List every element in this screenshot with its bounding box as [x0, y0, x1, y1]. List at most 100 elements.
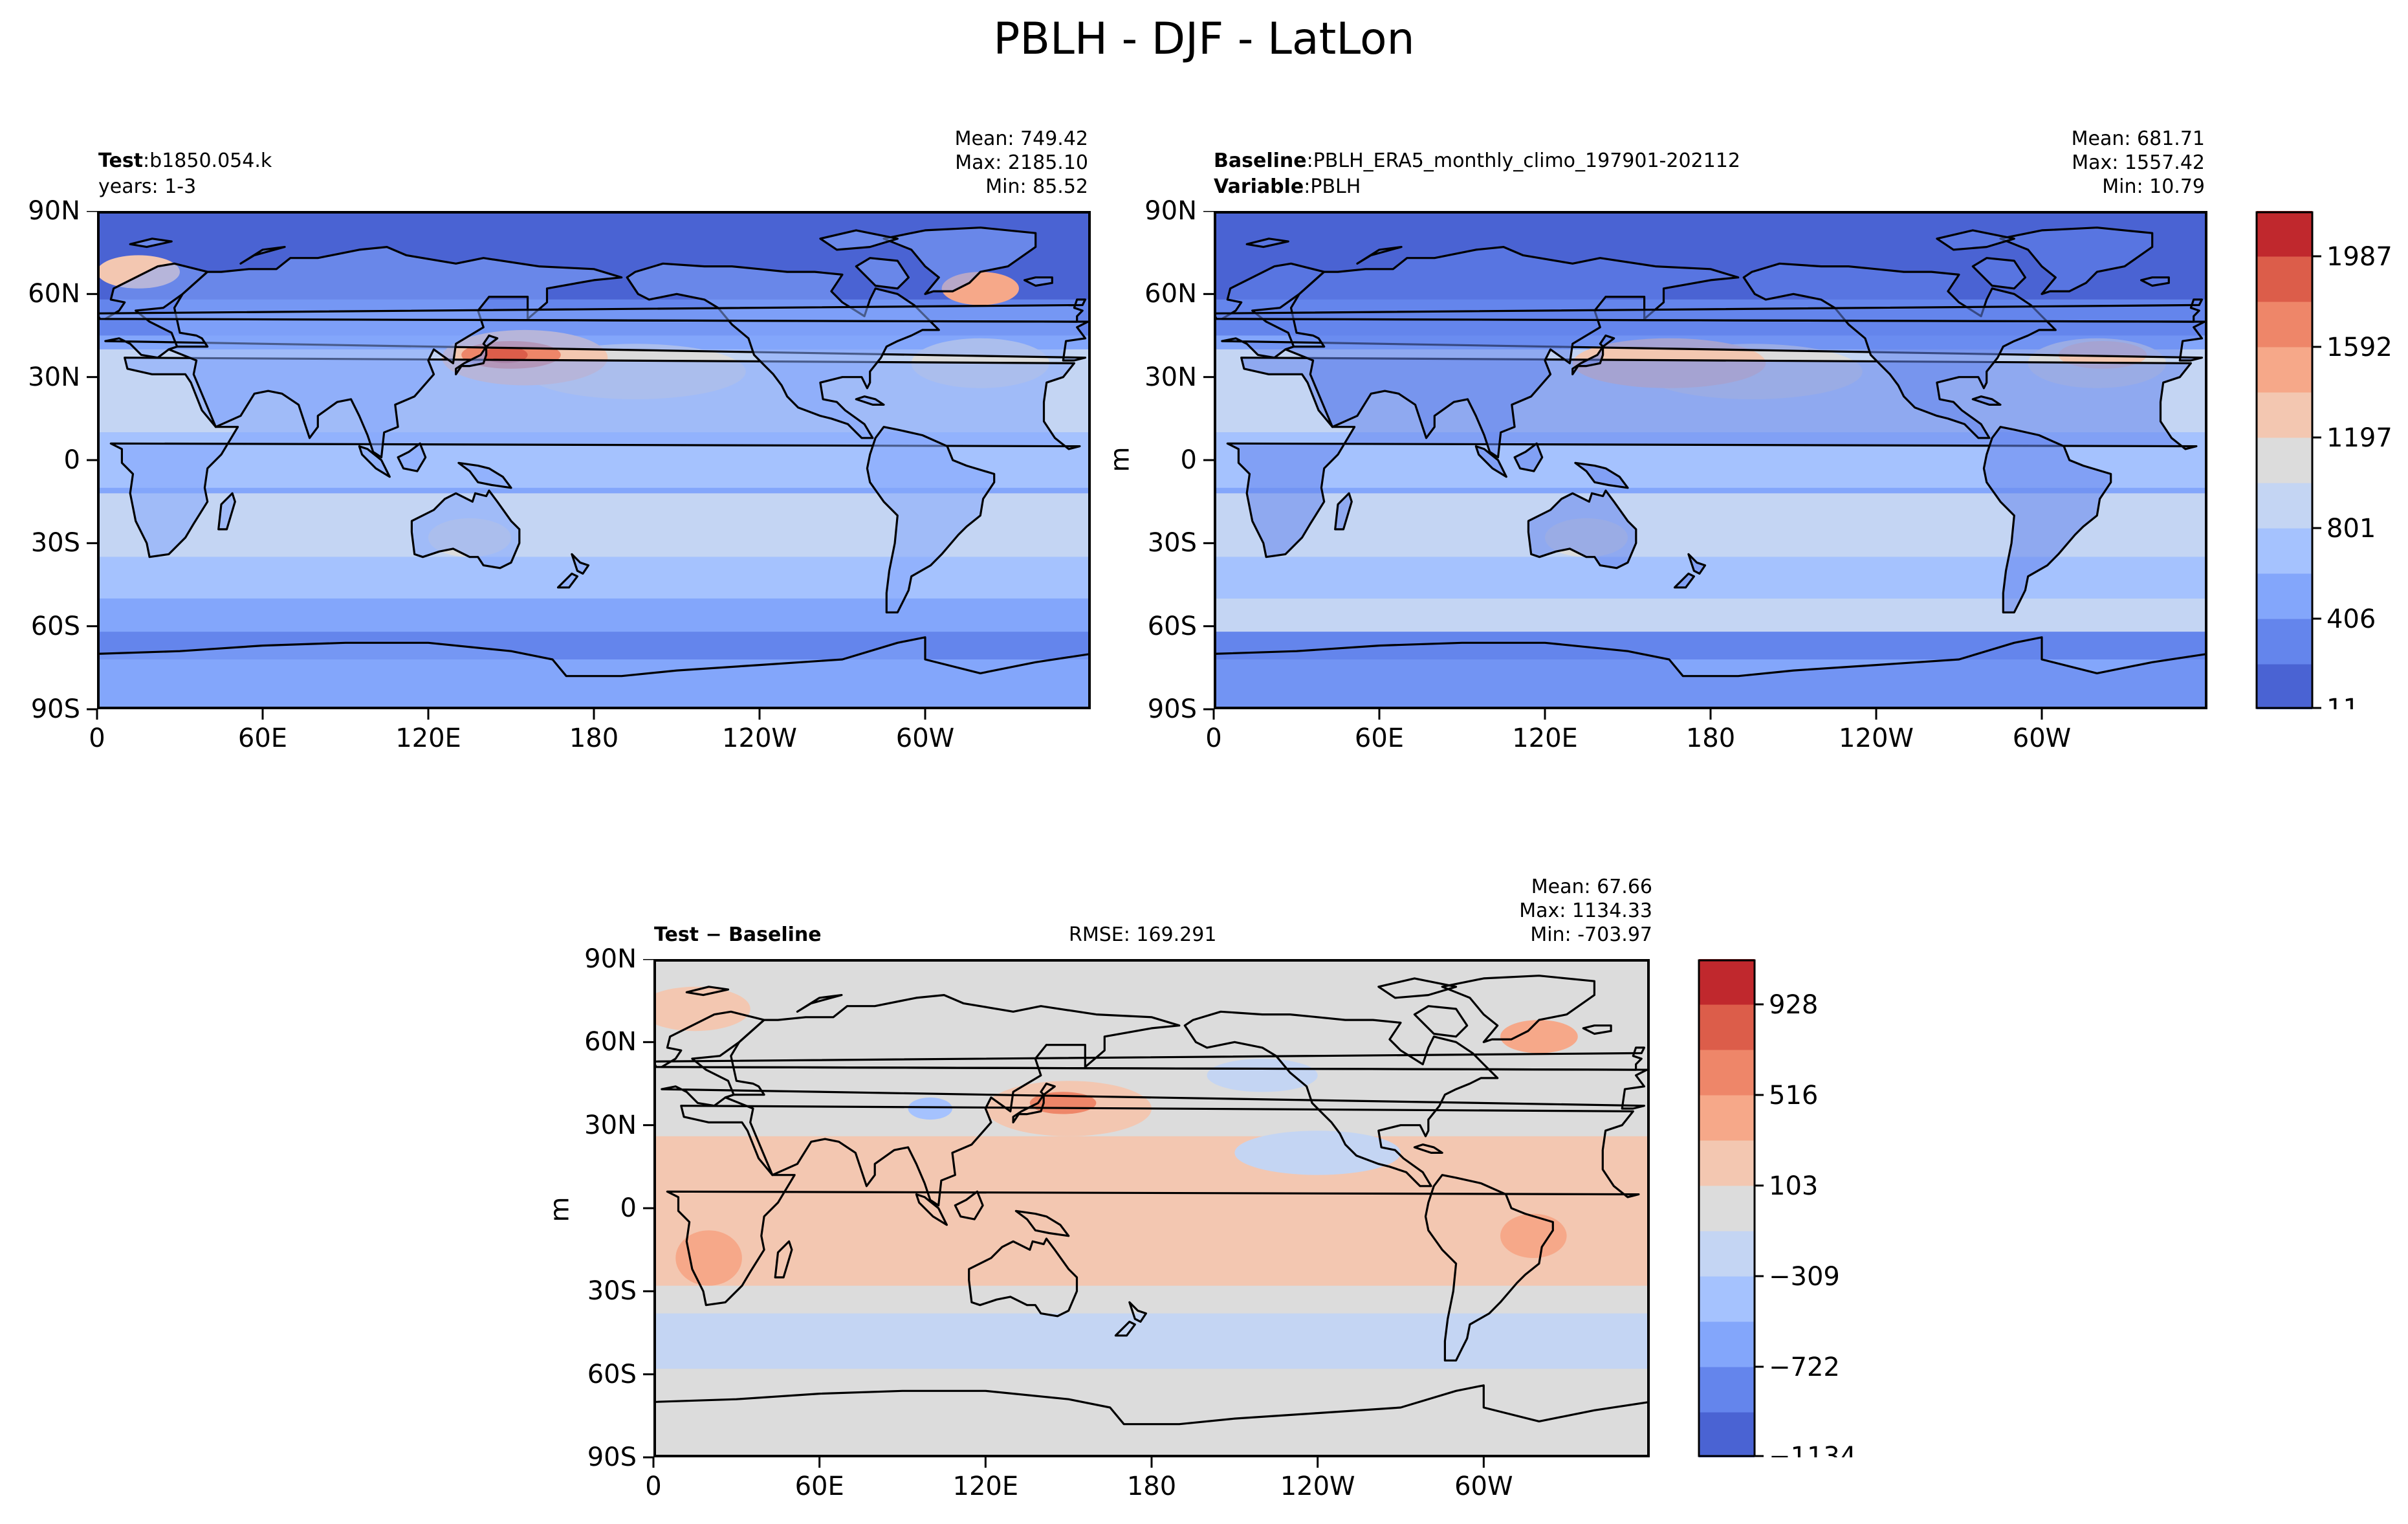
diff-min: Min: -703.97 — [1530, 923, 1652, 946]
coastline-nz2 — [1673, 572, 1695, 589]
baseline-max: Max: 1557.42 — [2072, 151, 2205, 174]
coastline-cuba — [855, 395, 885, 406]
coastline-australia — [1527, 489, 1637, 569]
main-colorbar-frame — [2255, 211, 2314, 709]
test-ytick-label: 30N — [28, 362, 80, 392]
coastline-namerica — [626, 262, 940, 439]
east-pacific-negative — [1234, 1131, 1401, 1175]
main-colorbar-segment — [2257, 302, 2312, 348]
main-colorbar-label: 1197 — [2326, 423, 2392, 453]
baseline-xtick-label: 0 — [1205, 723, 1222, 753]
diff-xtick-label: 0 — [645, 1472, 662, 1501]
coastline-ellesmere — [1377, 977, 1458, 999]
baseline-ytick-label: 90N — [1144, 196, 1197, 226]
diff-label: Test − Baseline — [654, 923, 822, 946]
tibet-negative — [908, 1097, 952, 1120]
coastline-baffin — [1971, 257, 2026, 290]
southern-ocean-band — [1214, 598, 2207, 632]
diff-ytick-label: 30N — [584, 1110, 637, 1140]
diff-ytick-label: 60N — [584, 1027, 637, 1057]
arctic-positive — [653, 986, 750, 1032]
coastline-layer — [653, 975, 1650, 1457]
coastline-antarctica — [97, 636, 1091, 709]
test-min: Min: 85.52 — [985, 175, 1088, 198]
diff-colorbar-segment — [1699, 1140, 1755, 1186]
diff-colorbar-segment — [1699, 959, 1755, 1005]
test-xtick-label: 60E — [237, 723, 288, 753]
coastline-ellesmere — [819, 229, 899, 251]
coastline-antarctica — [1214, 636, 2207, 709]
diff-colorbar-segment — [1699, 1231, 1755, 1277]
field-layer — [653, 959, 1650, 1457]
variable-name: PBLH — [1310, 175, 1361, 198]
test-xtick-label: 120W — [722, 723, 797, 753]
baseline-header-line2: Variable:PBLH — [1214, 175, 1361, 199]
baseline-ytick-label: 90S — [1147, 694, 1197, 724]
diff-tick-marks — [643, 959, 1485, 1468]
coastline-novaya — [1356, 246, 1403, 265]
diff-xtick-label: 180 — [1126, 1472, 1177, 1501]
test-mean: Mean: 749.42 — [954, 127, 1088, 150]
diff-xtick-label: 60W — [1454, 1472, 1513, 1501]
baseline-header-line1: Baseline:PBLH_ERA5_monthly_climo_197901-… — [1214, 149, 1740, 173]
baseline-label: Baseline — [1214, 149, 1307, 172]
baseline-xtick-label: 180 — [1685, 723, 1736, 753]
baseline-ytick-label: 60S — [1147, 611, 1197, 641]
coastline-japan — [455, 334, 499, 375]
baseline-ytick-label: 30N — [1144, 362, 1197, 392]
coastline-baffin — [855, 257, 910, 290]
main-colorbar: 11 406 801 1197 1592 1987 — [2255, 211, 2392, 709]
figure-title: PBLH - DJF - LatLon — [993, 14, 1415, 65]
coastline-nz2 — [1114, 1320, 1136, 1337]
coastline-iceland — [1582, 1024, 1612, 1035]
main-colorbar-segment — [2257, 211, 2312, 257]
coastline-sumatra — [1474, 445, 1507, 478]
coastline-nz2 — [556, 572, 578, 589]
main-colorbar-label: 11 — [2326, 694, 2359, 709]
baseline-map-plot — [1214, 211, 2207, 709]
diff-colorbar-label: 516 — [1769, 1081, 1818, 1110]
diff-colorbar-segment — [1699, 1004, 1755, 1050]
diff-colorbar-segment — [1699, 1321, 1755, 1367]
coastline-layer — [1214, 226, 2207, 709]
coastline-japan — [1012, 1082, 1056, 1123]
test-max: Max: 2185.10 — [955, 151, 1088, 174]
diff-map-plot — [653, 959, 1650, 1457]
baseline-mean: Mean: 681.71 — [2071, 127, 2205, 150]
main-colorbar-segment — [2257, 619, 2312, 665]
north-pacific-negative — [1207, 1059, 1318, 1092]
test-label-sep: : — [143, 149, 150, 172]
coastline-novaya — [796, 994, 843, 1013]
coastline-iceland — [2140, 276, 2170, 287]
coastline-nz1 — [1128, 1301, 1147, 1323]
test-xtick-label: 180 — [569, 723, 619, 753]
diff-rmse: RMSE: 169.291 — [1069, 923, 1217, 946]
test-xtick-label: 60W — [895, 723, 955, 753]
diff-colorbar-frame — [1698, 959, 1756, 1457]
coastline-greenland — [882, 226, 1037, 295]
coastline-japan — [1571, 334, 1615, 375]
baseline-label-sep: : — [1306, 149, 1313, 172]
baseline-units-label: m — [1105, 447, 1135, 472]
coastline-svalbard — [129, 237, 173, 248]
test-xtick-label: 120E — [395, 723, 461, 753]
labrador-positive — [1500, 1020, 1578, 1054]
coastline-newguinea — [1574, 461, 1629, 489]
diff-ytick-label: 90N — [584, 944, 637, 974]
diff-units-label: m — [545, 1197, 575, 1222]
variable-label-sep: : — [1304, 175, 1311, 198]
diff-colorbar-segment — [1699, 1412, 1755, 1457]
baseline-stats: Mean: 681.71 Max: 1557.42 Min: 10.79 — [2072, 127, 2205, 199]
coastline-borneo — [397, 442, 427, 472]
coastline-nz1 — [571, 553, 590, 575]
baseline-xtick-label: 60E — [1354, 723, 1405, 753]
coastline-australia — [410, 489, 521, 569]
diff-ytick-label: 30S — [587, 1276, 637, 1307]
coastline-novaya — [239, 246, 286, 265]
test-tick-marks — [87, 211, 926, 720]
coastline-ellesmere — [1936, 229, 2015, 251]
axes-frame — [653, 959, 1650, 1457]
coastline-africa — [666, 1105, 1640, 1307]
coastline-cuba — [1413, 1143, 1443, 1154]
coastline-sumatra — [358, 445, 391, 478]
